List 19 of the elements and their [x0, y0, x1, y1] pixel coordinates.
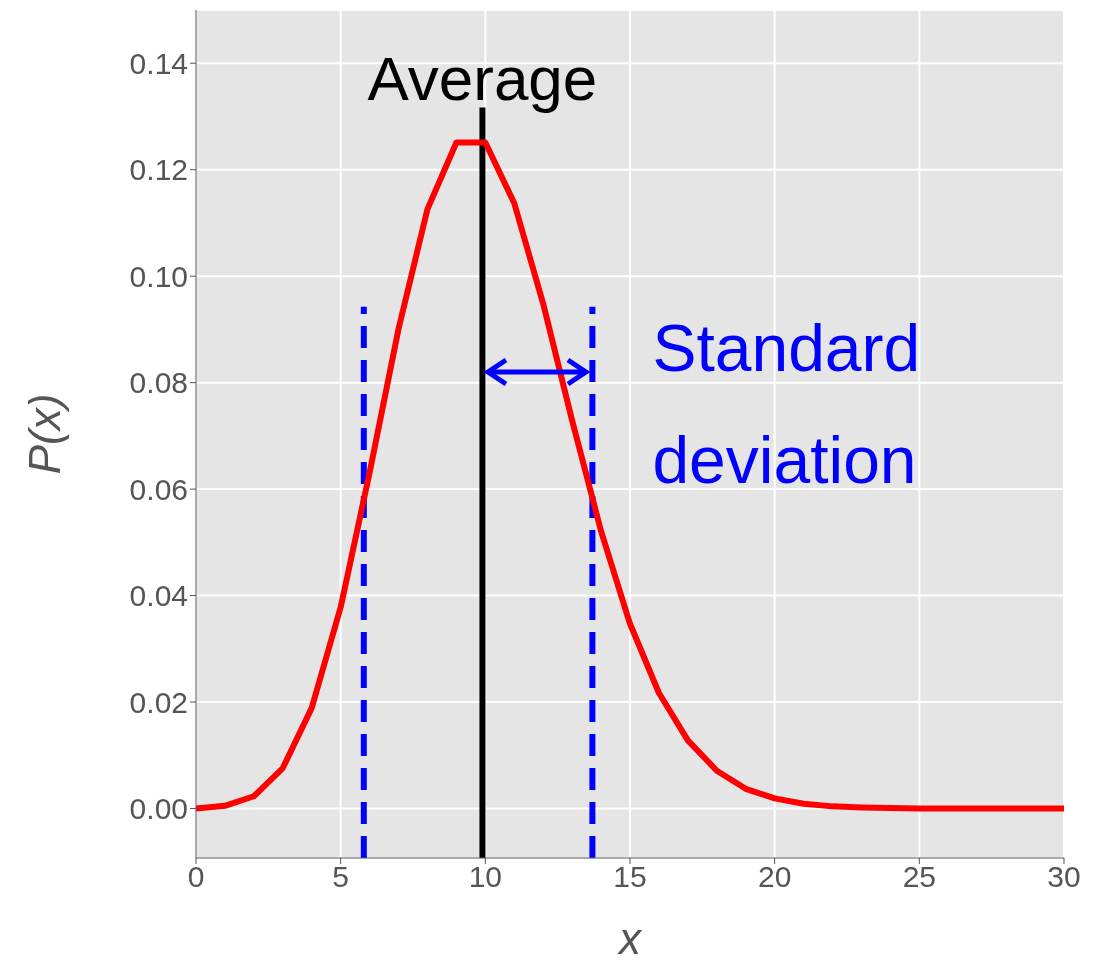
y-tick-label: 0.14 — [129, 46, 188, 80]
y-tick-label: 0.02 — [129, 685, 188, 719]
y-tick-label: 0.06 — [129, 472, 188, 506]
y-axis-title: P(x) — [19, 393, 69, 475]
y-tick-label: 0.10 — [129, 259, 188, 293]
x-tick-label: 0 — [187, 860, 205, 894]
annotation: Standard deviation — [652, 309, 922, 500]
y-tick-label: 0.12 — [129, 153, 188, 187]
x-tick-label: 5 — [332, 860, 350, 894]
y-tick-label: 0.08 — [129, 366, 188, 400]
y-tick-label: 0.00 — [129, 792, 188, 826]
x-tick-label: 30 — [1047, 860, 1081, 894]
x-tick-label: 10 — [468, 860, 503, 894]
x-axis-title: x — [617, 914, 643, 963]
y-tick-label: 0.04 — [129, 579, 188, 613]
x-tick-label: 15 — [613, 860, 647, 894]
ref-line-label: Average — [367, 43, 598, 113]
x-tick-label: 25 — [902, 860, 937, 894]
x-tick-label: 20 — [757, 860, 792, 894]
